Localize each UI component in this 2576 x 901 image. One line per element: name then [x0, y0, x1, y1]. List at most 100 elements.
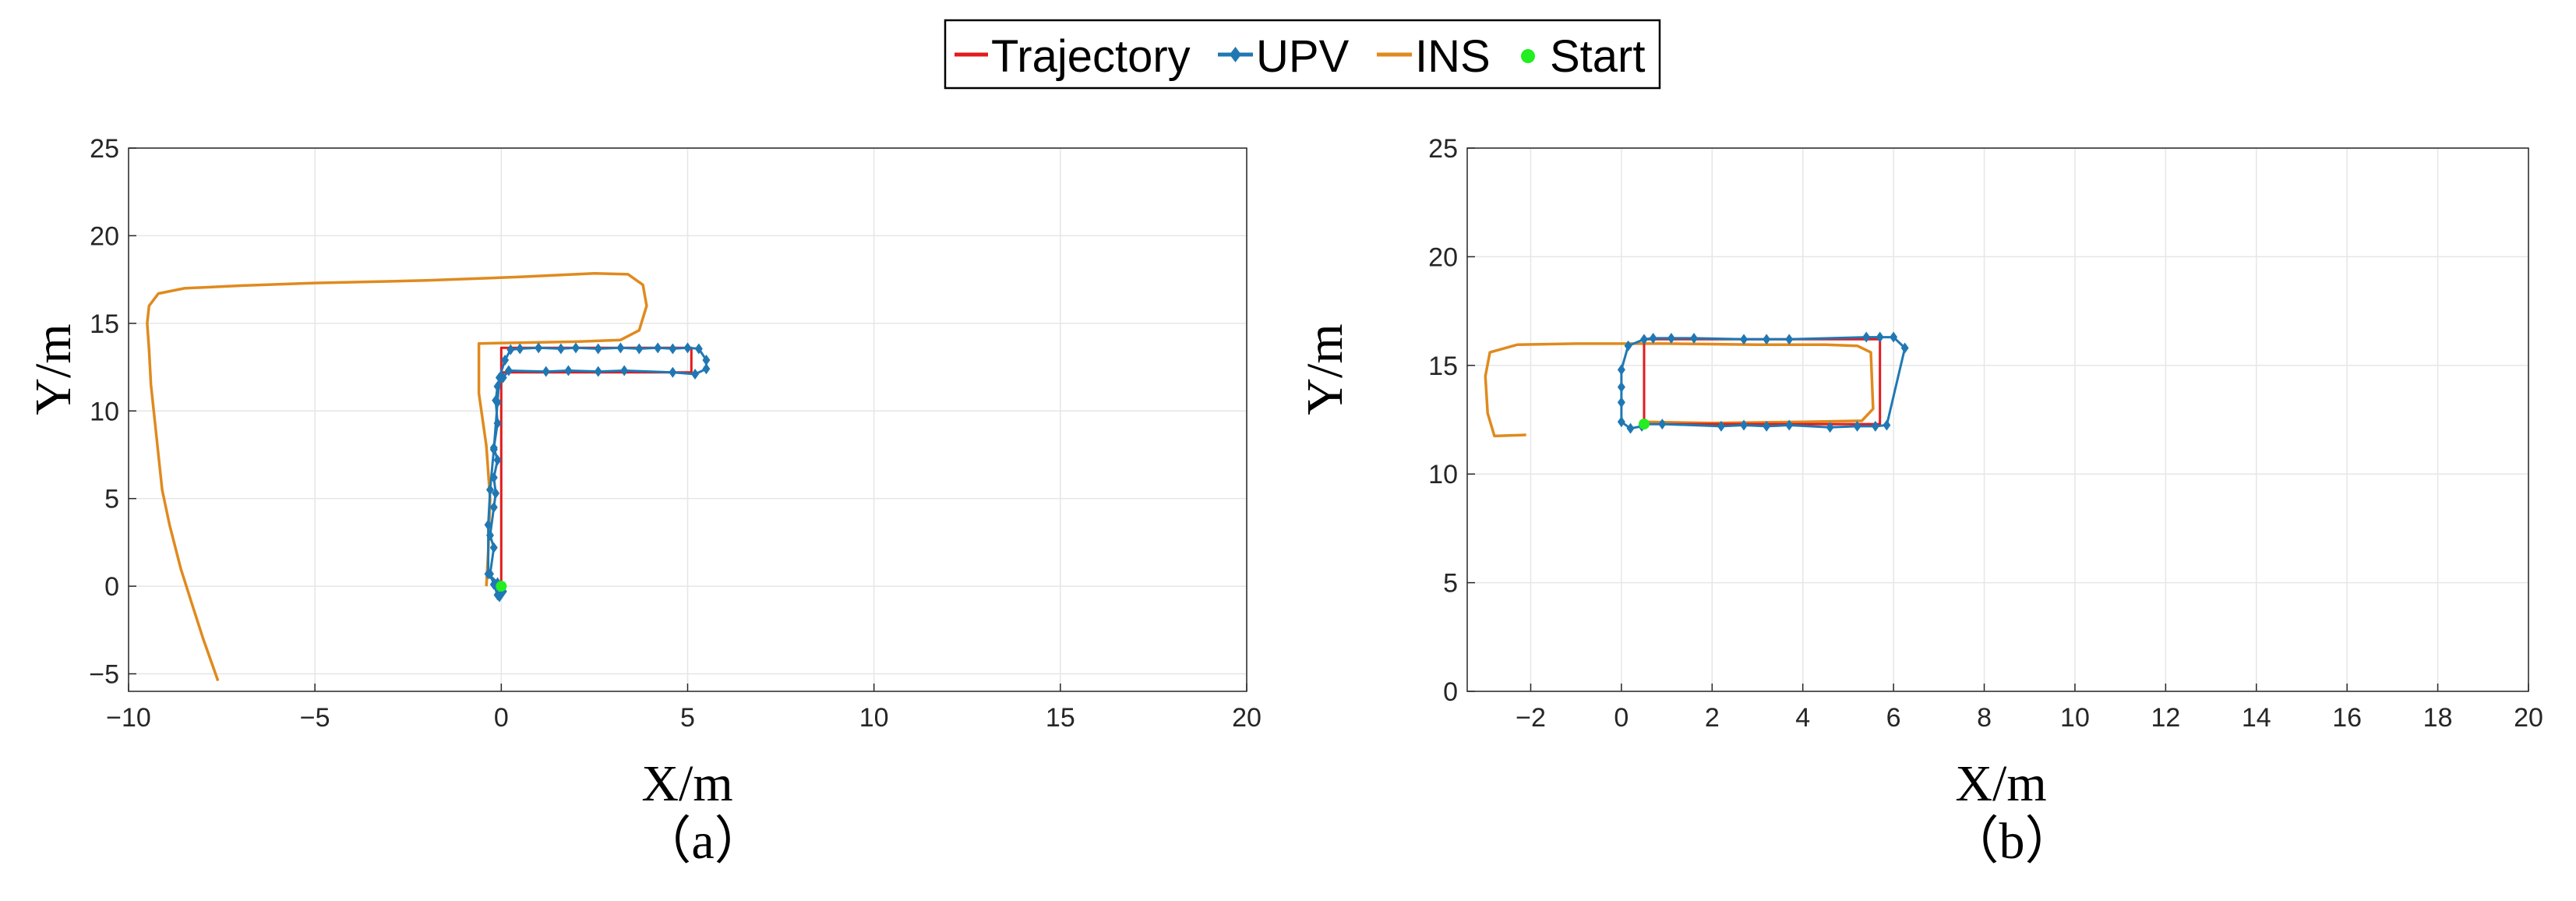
- legend-trajectory-label: Trajectory: [991, 31, 1191, 82]
- y-tick-label: 5: [104, 485, 119, 514]
- y-tick-label: 20: [1428, 242, 1458, 272]
- x-tick-label: 6: [1886, 703, 1901, 733]
- upv-point: [691, 369, 700, 380]
- y-axis-label-b: Y/m: [1297, 323, 1353, 415]
- y-tick-label: 5: [1443, 569, 1458, 599]
- x-tick-label: 14: [2242, 703, 2271, 733]
- upv-point: [1626, 422, 1635, 434]
- upv-point: [493, 397, 502, 408]
- upv-point: [484, 568, 492, 580]
- x-tick-label: 8: [1977, 703, 1992, 733]
- x-tick-label: 10: [859, 703, 889, 733]
- x-tick-label: 10: [2060, 703, 2090, 733]
- upv-point: [1853, 420, 1861, 432]
- upv-point: [493, 380, 502, 392]
- upv-point: [1658, 419, 1667, 430]
- legend-upv-label: UPV: [1256, 31, 1350, 82]
- legend-box: [944, 19, 1661, 90]
- upv-point: [1740, 334, 1749, 345]
- y-tick-label: 0: [1443, 677, 1458, 707]
- upv-point: [501, 355, 510, 366]
- x-tick-label: 2: [1705, 703, 1720, 733]
- upv-point: [1890, 331, 1898, 343]
- upv-point: [669, 343, 677, 355]
- x-tick-label: 4: [1795, 703, 1810, 733]
- upv-point: [556, 343, 565, 355]
- y-tick-label: 10: [90, 397, 119, 426]
- x-tick-label: 0: [494, 703, 509, 733]
- upv-point: [702, 355, 711, 366]
- upv-point: [1640, 334, 1648, 345]
- upv-point: [1617, 364, 1625, 376]
- upv-point: [495, 591, 503, 602]
- trajectory-series-line: [499, 346, 693, 587]
- x-axis-label-b: X/m: [1955, 755, 2046, 812]
- caption-b: （b）: [1948, 813, 2077, 870]
- upv-point: [489, 443, 498, 455]
- ins-series-line: [1484, 342, 1875, 438]
- upv-point: [535, 342, 543, 354]
- upv-point: [694, 343, 703, 355]
- upv-point: [1900, 342, 1909, 354]
- x-tick-label: 18: [2423, 703, 2453, 733]
- series-a: [146, 272, 711, 682]
- x-axis-label-a: X/m: [641, 755, 732, 812]
- plot-frame-a: [128, 147, 1247, 692]
- upv-point: [1883, 419, 1891, 431]
- upv-point: [594, 366, 602, 377]
- caption-a: （a）: [640, 813, 765, 870]
- upv-point: [489, 501, 498, 513]
- upv-point: [1785, 419, 1794, 431]
- upv-point: [702, 363, 711, 375]
- x-tick-label: 12: [2151, 703, 2180, 733]
- x-tick-label: 16: [2332, 703, 2362, 733]
- upv-series-line: [1620, 336, 1907, 430]
- upv-point: [1617, 416, 1625, 428]
- x-tick-label: −10: [106, 703, 151, 733]
- series-b: [1484, 331, 1909, 438]
- upv-point: [493, 417, 502, 429]
- upv-point: [1617, 381, 1625, 393]
- upv-point: [1871, 420, 1879, 432]
- legend-start-marker: [1521, 49, 1535, 63]
- y-tick-labels-a: −5 0 5 10 15 20 25: [89, 134, 119, 690]
- upv-point: [493, 454, 502, 466]
- x-tick-label: 15: [1046, 703, 1075, 733]
- upv-point: [1649, 332, 1657, 344]
- x-tick-label: 5: [680, 703, 695, 733]
- x-tick-label: 0: [1614, 703, 1629, 733]
- x-tick-label: 20: [1232, 703, 1262, 733]
- start-point: [496, 581, 507, 592]
- x-tick-labels-b: −2 0 2 4 6 8 10 12 14 16 18 20: [1516, 703, 2543, 733]
- upv-point: [1785, 334, 1794, 345]
- upv-point: [1862, 331, 1871, 343]
- upv-point: [683, 342, 692, 354]
- y-tick-label: 25: [1428, 134, 1458, 164]
- legend-ins-label: INS: [1415, 31, 1491, 82]
- y-tick-label: 0: [104, 572, 119, 602]
- upv-point: [1667, 332, 1675, 344]
- y-tick-labels-b: 0 5 10 15 20 25: [1428, 134, 1458, 707]
- upv-point: [495, 372, 503, 383]
- ins-series-line: [146, 272, 648, 682]
- upv-point: [669, 366, 677, 378]
- upv-point: [1624, 340, 1632, 352]
- y-tick-label: −5: [89, 660, 119, 690]
- upv-point: [516, 343, 524, 355]
- upv-point: [594, 343, 602, 355]
- y-tick-label: 10: [1428, 460, 1458, 489]
- x-tick-label: 20: [2514, 703, 2543, 733]
- y-tick-label: 15: [1428, 352, 1458, 381]
- plot-area-b: [1467, 148, 2528, 691]
- x-tick-label: −5: [300, 703, 330, 733]
- upv-point: [485, 484, 494, 496]
- y-tick-label: 20: [90, 221, 119, 251]
- upv-point: [564, 365, 573, 376]
- y-axis-label-a: Y/m: [25, 323, 82, 415]
- chart-panel-b: −2 0 2 4 6 8 10 12 14 16 18 20 0 5 10 15 20 25 X/m Y/m （…: [1297, 134, 2543, 870]
- upv-point: [620, 365, 629, 376]
- upv-point: [635, 343, 644, 355]
- x-tick-label: −2: [1516, 703, 1546, 733]
- upv-point: [485, 529, 494, 541]
